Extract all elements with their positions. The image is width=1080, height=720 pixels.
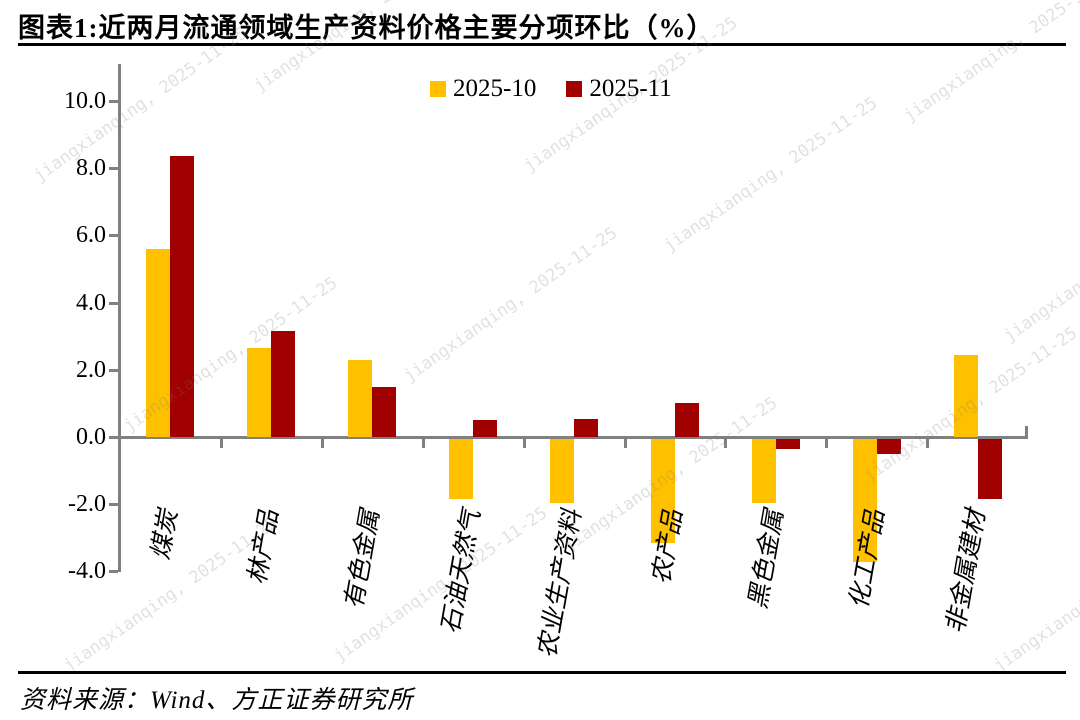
bar-2025-11-化工产品 bbox=[876, 439, 901, 455]
y-tick-label: 8.0 bbox=[76, 155, 106, 182]
y-tick-label: 0.0 bbox=[76, 424, 106, 450]
x-category-label: 石油天然气 bbox=[437, 507, 486, 636]
legend-label-2025-11: 2025-11 bbox=[589, 75, 672, 102]
bar-2025-11-黑色金属 bbox=[775, 439, 800, 450]
y-tick bbox=[109, 570, 118, 574]
x-category-label: 黑色金属 bbox=[744, 507, 789, 612]
y-tick bbox=[109, 436, 118, 439]
x-tick bbox=[623, 439, 627, 448]
x-category-label-wrap: 非金属建材 bbox=[942, 508, 991, 636]
y-axis-line bbox=[118, 64, 121, 572]
legend-swatch-2025-11-icon bbox=[566, 81, 583, 97]
x-tick bbox=[219, 439, 223, 448]
x-tick bbox=[825, 439, 829, 448]
y-tick-label: 2.0 bbox=[76, 356, 106, 383]
x-category-label-wrap: 有色金属 bbox=[341, 508, 385, 611]
y-tick-label: 10.0 bbox=[64, 88, 106, 114]
bar-2025-10-林产品 bbox=[247, 347, 272, 437]
x-category-label: 农业生产资料 bbox=[534, 507, 587, 661]
y-tick bbox=[109, 167, 118, 171]
chart-title: 图表1:近两月流通领域生产资料价格主要分项环比（%） bbox=[18, 13, 715, 43]
x-category-label-wrap: 煤炭 bbox=[148, 508, 183, 562]
x-category-label: 林产品 bbox=[244, 507, 284, 587]
legend-swatch-2025-10-icon bbox=[430, 81, 446, 97]
x-tick bbox=[320, 439, 324, 448]
legend-item-2025-10: 2025-10 bbox=[430, 76, 536, 102]
x-axis-zero-line bbox=[118, 436, 1028, 439]
footer-divider bbox=[18, 671, 1066, 674]
bar-2025-10-煤炭 bbox=[146, 248, 171, 437]
x-category-label-wrap: 黑色金属 bbox=[744, 508, 789, 611]
bar-2025-11-石油天然气 bbox=[473, 420, 498, 437]
x-category-label-wrap: 化工产品 bbox=[845, 508, 890, 611]
bar-2025-10-石油天然气 bbox=[449, 439, 474, 500]
x-tick bbox=[926, 439, 930, 448]
y-tick bbox=[109, 503, 118, 507]
x-tick bbox=[724, 439, 728, 448]
bar-2025-10-化工产品 bbox=[852, 439, 877, 562]
x-axis-end-tick bbox=[1025, 426, 1028, 438]
legend-label-2025-10: 2025-10 bbox=[453, 75, 537, 102]
chart-legend: 2025-10 2025-11 bbox=[430, 76, 672, 102]
bar-2025-10-农产品 bbox=[650, 439, 675, 544]
bar-2025-10-农业生产资料 bbox=[550, 439, 575, 503]
y-tick bbox=[109, 100, 118, 103]
x-category-label: 非金属建材 bbox=[941, 507, 991, 636]
y-tick bbox=[109, 368, 118, 372]
bar-2025-11-林产品 bbox=[271, 331, 296, 437]
legend-item-2025-11: 2025-11 bbox=[566, 75, 672, 102]
y-tick-label: 6.0 bbox=[76, 222, 106, 249]
title-divider bbox=[18, 43, 1066, 46]
y-tick bbox=[109, 234, 118, 238]
bar-2025-11-有色金属 bbox=[372, 386, 397, 437]
x-tick bbox=[522, 439, 526, 448]
bar-2025-10-非金属建材 bbox=[953, 354, 978, 437]
y-tick-label: -4.0 bbox=[68, 558, 106, 585]
bar-2025-11-农产品 bbox=[674, 403, 699, 437]
x-category-label-wrap: 石油天然气 bbox=[437, 508, 486, 636]
bar-2025-11-非金属建材 bbox=[977, 439, 1002, 500]
bar-2025-11-农业生产资料 bbox=[574, 418, 599, 437]
y-tick-label: -2.0 bbox=[68, 491, 106, 518]
x-category-label-wrap: 农业生产资料 bbox=[534, 508, 587, 660]
x-category-label-wrap: 农产品 bbox=[648, 508, 688, 587]
x-category-label-wrap: 林产品 bbox=[244, 508, 284, 587]
y-tick bbox=[109, 301, 118, 305]
bar-2025-10-黑色金属 bbox=[751, 439, 776, 503]
x-category-label: 煤炭 bbox=[147, 507, 184, 562]
source-note: 资料来源：Wind、方正证券研究所 bbox=[20, 687, 414, 714]
x-category-label: 有色金属 bbox=[340, 507, 385, 612]
bar-2025-11-煤炭 bbox=[170, 156, 195, 437]
y-tick-label: 4.0 bbox=[76, 289, 106, 316]
x-tick bbox=[421, 439, 425, 448]
bar-2025-10-有色金属 bbox=[348, 359, 373, 437]
